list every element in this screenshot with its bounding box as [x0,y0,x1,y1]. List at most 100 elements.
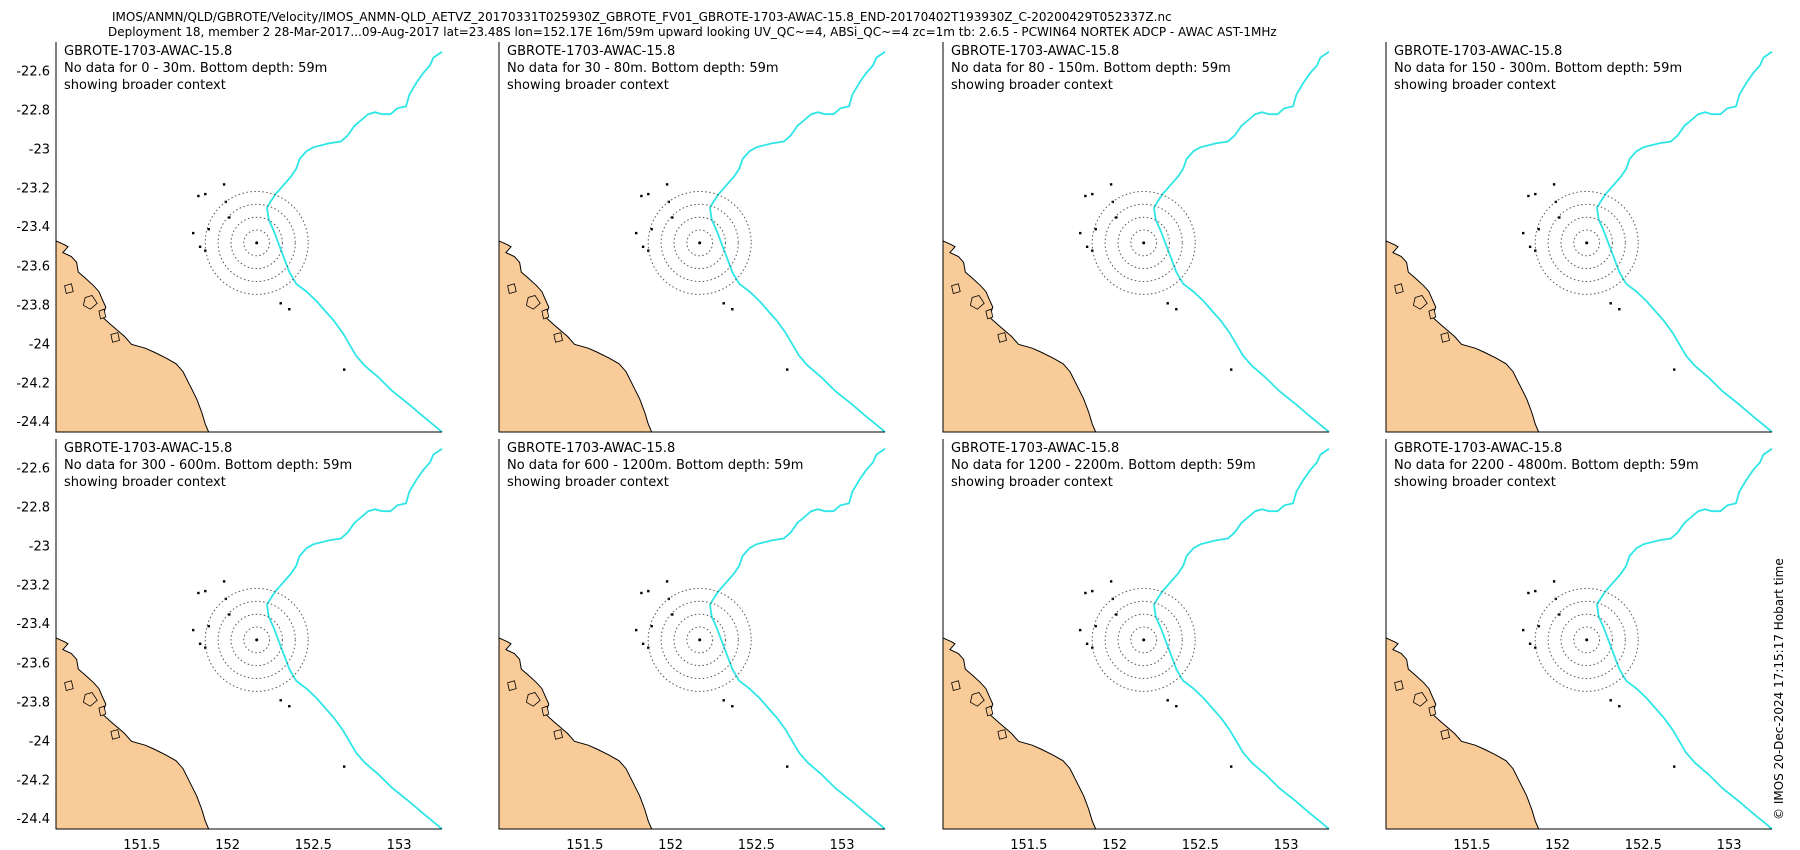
panel-title: GBROTE-1703-AWAC-15.8 [64,44,232,59]
reef-marker [1115,216,1118,219]
shelf-edge-line [1153,448,1330,830]
y-tick-label: -23.2 [16,578,50,593]
panel-subtitle: No data for 30 - 80m. Bottom depth: 59m [507,61,779,76]
reef-marker [1673,368,1676,371]
reef-marker [192,231,195,235]
range-ring [647,587,752,692]
reef-marker [288,308,291,311]
reef-marker [1527,591,1530,595]
reef-marker [228,613,231,616]
reef-marker [786,368,789,371]
reef-marker [1534,646,1537,649]
island [98,705,107,717]
coastline-land [55,637,210,830]
range-ring [1117,613,1170,667]
reef-marker [228,216,231,219]
panel-title: GBROTE-1703-AWAC-15.8 [951,441,1119,456]
range-ring [243,626,271,654]
island [1412,692,1428,707]
panel-title: GBROTE-1703-AWAC-15.8 [507,44,675,59]
y-tick-label: -22.6 [16,64,50,79]
map-panel-2: GBROTE-1703-AWAC-15.8 No data for 30 - 80… [498,42,886,433]
x-tick-label: 152 [658,838,683,850]
shelf-edge-line [1153,51,1330,433]
reef-marker [207,228,210,231]
coastline-land [942,240,1097,433]
reef-marker [343,368,346,371]
mooring-location-marker [255,241,259,245]
reef-marker [1534,192,1537,196]
panel-note: showing broader context [951,475,1113,490]
x-tick-label: 151.5 [566,838,603,850]
island [1440,332,1450,343]
coastline-land [942,637,1097,830]
reef-marker [731,705,734,708]
panel-subtitle: No data for 300 - 600m. Bottom depth: 59… [64,458,352,473]
panel-subtitle: No data for 0 - 30m. Bottom depth: 59m [64,61,327,76]
y-tick-label: -24.4 [16,812,50,827]
reef-marker [1537,228,1540,231]
y-tick-label: -24.2 [16,376,50,391]
reef-marker [1534,249,1537,252]
island [1412,295,1428,310]
island [985,705,994,717]
x-tick-label: 153 [1717,838,1742,850]
y-tick-label: -22.6 [16,461,50,476]
island [553,332,563,343]
x-tick-label: 152.5 [738,838,775,850]
panel-title: GBROTE-1703-AWAC-15.8 [951,44,1119,59]
range-ring [1130,626,1158,654]
y-tick-label: -23 [29,142,50,157]
y-tick-label: -24.2 [16,773,50,788]
reef-marker [1079,231,1082,235]
shelf-edge-line [266,448,443,830]
panel-subtitle: No data for 1200 - 2200m. Bottom depth: … [951,458,1256,473]
y-tick-label: -23.6 [16,656,50,671]
island [110,729,120,740]
reef-marker [671,613,674,616]
island [969,295,985,310]
map-panel-1: GBROTE-1703-AWAC-15.8 No data for 0 - 30m… [16,42,443,433]
reef-marker [1084,591,1087,595]
reef-marker [198,245,202,248]
reef-marker [1558,613,1561,616]
reef-marker [1109,183,1113,186]
island [997,729,1007,740]
island [553,729,563,740]
island [507,680,517,691]
range-ring [217,600,296,680]
panel-note: showing broader context [507,475,669,490]
x-tick-label: 152.5 [1625,838,1662,850]
coastline-land [1385,240,1540,433]
reef-marker [1528,245,1532,248]
island [985,308,994,320]
range-ring [1547,600,1626,680]
range-ring [204,587,309,692]
reef-marker [1618,308,1621,311]
reef-marker [647,249,650,252]
y-tick-label: -23.6 [16,259,50,274]
range-ring [1091,587,1196,692]
y-tick-label: -23.4 [16,220,50,235]
reef-marker [279,302,282,305]
island [64,680,74,691]
x-tick-label: 152.5 [295,838,332,850]
reef-marker [650,228,653,231]
reef-marker [204,192,207,196]
range-ring [660,203,739,282]
reef-marker [197,194,200,198]
island [969,692,985,707]
reef-marker [671,216,674,219]
reef-marker [1522,231,1525,235]
reef-marker [647,192,650,196]
x-tick-label: 153 [387,838,412,850]
map-panel-7: GBROTE-1703-AWAC-15.8 No data for 1200 - … [942,439,1330,850]
range-ring [1573,626,1601,654]
reef-marker [222,580,226,583]
reef-marker [1537,625,1540,628]
range-ring [1130,229,1158,257]
range-ring [230,613,283,667]
panel-subtitle: No data for 600 - 1200m. Bottom depth: 5… [507,458,803,473]
panel-note: showing broader context [64,78,226,93]
range-ring [204,190,309,295]
